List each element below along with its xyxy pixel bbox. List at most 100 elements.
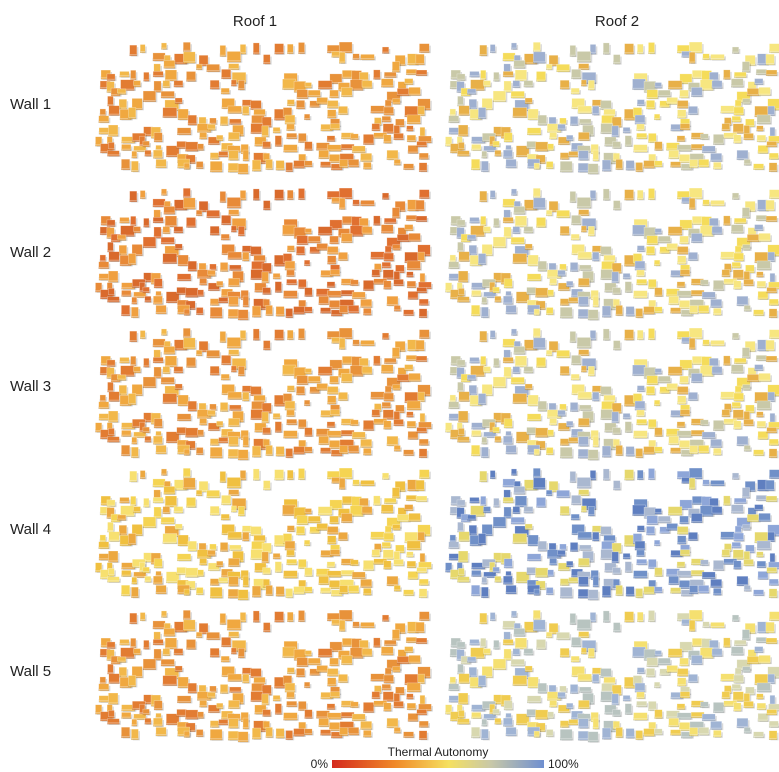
building [120,225,135,236]
building [392,524,401,530]
building [316,243,328,250]
building [155,145,162,150]
building [108,568,115,575]
building [527,394,539,405]
building [458,288,465,295]
building [121,144,132,150]
building [117,374,127,380]
building [196,209,203,215]
building [458,251,470,261]
building [186,217,196,227]
building [548,201,559,211]
building [482,278,496,287]
building [768,448,778,457]
building [363,420,375,430]
building [754,391,769,402]
building [254,422,267,431]
building [198,201,209,211]
building [753,163,764,169]
building [502,217,514,222]
building [361,366,373,374]
building [600,409,614,419]
building [187,400,197,410]
building [162,253,178,263]
building [648,133,657,142]
building [634,114,646,123]
building [624,43,634,53]
building [198,55,209,65]
building [182,328,191,337]
building [481,244,493,255]
building [220,116,229,125]
building [254,562,267,571]
building [261,402,272,413]
building [419,413,426,423]
building [688,197,696,209]
building [587,163,599,173]
building [272,127,281,132]
building [381,401,391,407]
building [458,391,470,401]
building [287,469,294,479]
building [701,145,716,152]
building [654,228,662,233]
building [676,421,686,427]
building [758,373,771,381]
building [632,224,646,235]
building [152,217,164,222]
building [363,448,372,455]
building [710,153,723,161]
building [228,436,239,446]
building [578,436,589,446]
building [754,105,769,116]
building [634,400,646,409]
building [691,233,703,242]
building [418,298,429,305]
building [701,431,716,438]
building [173,80,184,86]
building [320,307,331,313]
building [328,300,341,308]
building [419,127,426,137]
building [395,118,405,126]
building [470,79,485,90]
building [415,355,428,361]
building [209,587,223,597]
building [262,287,271,294]
building [483,145,497,151]
building [557,410,566,416]
building [209,543,217,550]
building [152,198,166,206]
building [352,479,360,485]
building [183,448,190,455]
building [745,118,755,126]
building [688,51,696,63]
building [142,140,150,146]
building [711,366,723,374]
building [679,89,689,97]
building [253,534,266,541]
building [766,287,778,292]
building [556,64,570,71]
building [418,308,428,317]
building [363,280,375,290]
building [546,161,554,168]
building [579,404,592,410]
building [676,190,690,198]
building [654,427,663,436]
building [637,99,645,105]
building [503,418,513,427]
building [767,251,775,261]
building [174,243,183,249]
building [329,123,341,129]
building [196,63,203,69]
building [514,215,527,226]
building [163,346,176,354]
building [139,190,146,198]
building [242,99,252,106]
building [700,279,709,285]
building [482,418,496,427]
building [239,190,247,199]
building [713,420,725,430]
building [637,43,644,53]
